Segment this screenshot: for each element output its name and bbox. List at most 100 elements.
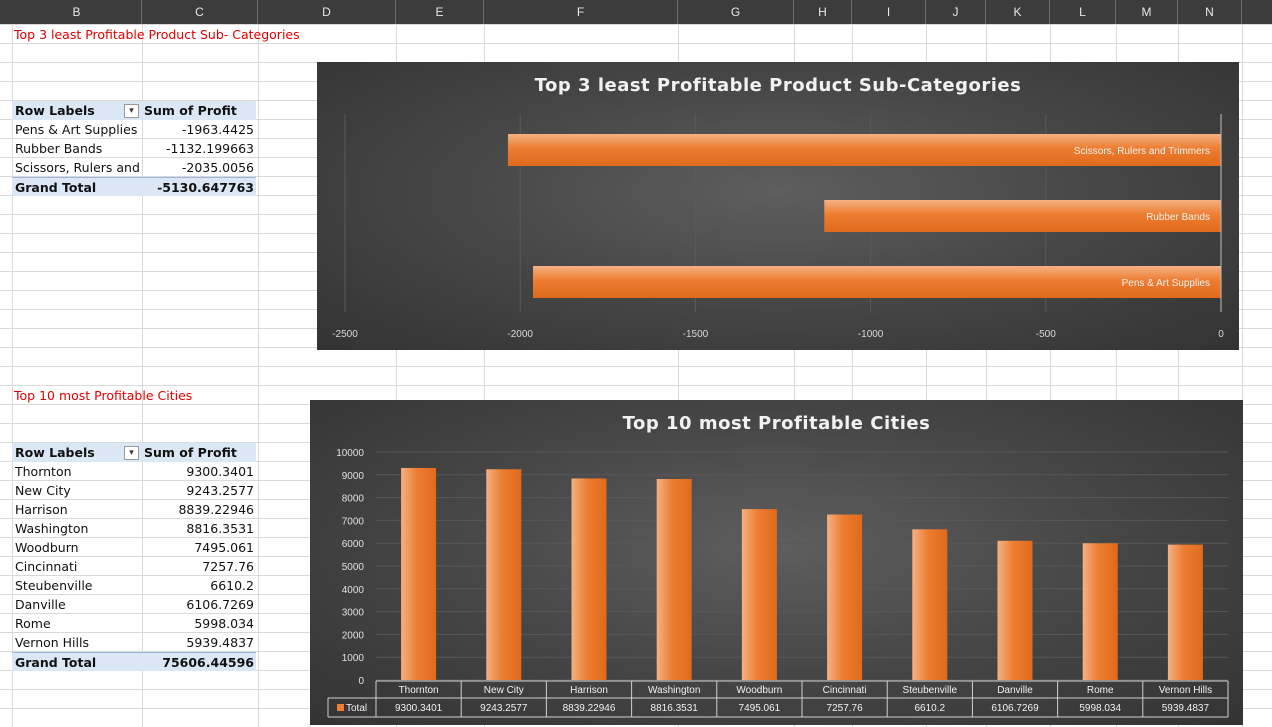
chart2-value-label: 7257.76 bbox=[827, 703, 864, 714]
chart2-bar bbox=[741, 509, 777, 680]
chart2-value-label: 7495.061 bbox=[739, 703, 781, 714]
pivot2-row-label[interactable]: Vernon Hills bbox=[15, 635, 89, 650]
pivot2-row-value[interactable]: 5939.4837 bbox=[186, 635, 254, 650]
chart1-category-label: Rubber Bands bbox=[1146, 212, 1210, 223]
chart2-category-label: Danville bbox=[997, 685, 1033, 696]
column-header-bar: B C D E F G H I J K L M N bbox=[0, 0, 1272, 24]
pivot1-row-label[interactable]: Scissors, Rulers and T bbox=[15, 160, 140, 175]
chart2-tick-label: 9000 bbox=[342, 471, 365, 482]
column-header-g[interactable]: G bbox=[678, 0, 794, 24]
pivot2-row-labels-text: Row Labels bbox=[15, 445, 95, 460]
chart2-bar bbox=[1082, 543, 1118, 680]
chart2-tick-label: 10000 bbox=[336, 448, 364, 459]
pivot2-row-label[interactable]: Rome bbox=[15, 616, 51, 631]
column-header-o[interactable] bbox=[1242, 0, 1272, 24]
pivot1-filter-area: ▾ bbox=[124, 101, 142, 120]
chart1-tick-label: -500 bbox=[1036, 329, 1056, 340]
chart2-value-label: 8816.3531 bbox=[651, 703, 699, 714]
chart2-bar bbox=[997, 540, 1033, 680]
chart2-tick-label: 0 bbox=[358, 676, 364, 687]
pivot1-row-value[interactable]: -2035.0056 bbox=[181, 160, 254, 175]
pivot1-row-label[interactable]: Rubber Bands bbox=[15, 141, 103, 156]
pivot1-row-labels-text: Row Labels bbox=[15, 103, 95, 118]
chart-most-profitable-cities[interactable]: Top 10 most Profitable Cities 0 1000 2000 3… bbox=[310, 400, 1243, 725]
chart2-bar bbox=[401, 467, 437, 680]
pivot2-row-value[interactable]: 9243.2577 bbox=[186, 483, 254, 498]
chart2-category-label: Rome bbox=[1087, 685, 1114, 696]
chart2-value-label: 8839.22946 bbox=[563, 703, 616, 714]
chart2-tick-label: 4000 bbox=[342, 585, 365, 596]
chart1-category-label: Pens & Art Supplies bbox=[1122, 278, 1210, 289]
column-header-k[interactable]: K bbox=[986, 0, 1050, 24]
pivot2-row-value[interactable]: 7257.76 bbox=[202, 559, 254, 574]
column-header-m[interactable]: M bbox=[1116, 0, 1178, 24]
pivot1-sum-header[interactable]: Sum of Profit bbox=[142, 101, 256, 120]
column-header-h[interactable]: H bbox=[794, 0, 852, 24]
chart2-category-label: New City bbox=[484, 685, 524, 696]
pivot1-row-value[interactable]: -1132.199663 bbox=[165, 141, 254, 156]
filter-dropdown-icon[interactable]: ▾ bbox=[124, 103, 139, 118]
pivot1-row-labels-header[interactable]: Row Labels bbox=[12, 101, 142, 120]
pivot1-row-label[interactable]: Pens & Art Supplies bbox=[15, 122, 138, 137]
pivot2-row-value[interactable]: 8816.3531 bbox=[186, 521, 254, 536]
chart2-bar bbox=[912, 529, 948, 680]
column-header-f[interactable]: F bbox=[484, 0, 678, 24]
chart1-bar bbox=[533, 266, 1221, 298]
pivot2-row-value[interactable]: 9300.3401 bbox=[186, 464, 254, 479]
chart1-tick-label: -2500 bbox=[332, 329, 358, 340]
pivot2-row-label[interactable]: Thornton bbox=[15, 464, 72, 479]
pivot2-row-value[interactable]: 7495.061 bbox=[194, 540, 254, 555]
pivot2-grand-total-label[interactable]: Grand Total bbox=[12, 652, 142, 671]
pivot2-row-value[interactable]: 6610.2 bbox=[210, 578, 254, 593]
pivot2-row-value[interactable]: 5998.034 bbox=[194, 616, 254, 631]
chart2-bar bbox=[827, 514, 863, 680]
pivot2-row-value[interactable]: 6106.7269 bbox=[186, 597, 254, 612]
column-header-c[interactable]: C bbox=[142, 0, 258, 24]
chart1-title: Top 3 least Profitable Product Sub-Categ… bbox=[534, 75, 1022, 96]
column-header-b[interactable]: B bbox=[12, 0, 142, 24]
chart1-tick-label: -1000 bbox=[858, 329, 884, 340]
chart1-tick-label: -1500 bbox=[683, 329, 709, 340]
chart2-category-label: Thornton bbox=[399, 685, 439, 696]
pivot2-row-label[interactable]: New City bbox=[15, 483, 71, 498]
column-header-n[interactable]: N bbox=[1178, 0, 1242, 24]
column-header-l[interactable]: L bbox=[1050, 0, 1116, 24]
chart2-tick-label: 7000 bbox=[342, 516, 365, 527]
column-header-d[interactable]: D bbox=[258, 0, 396, 24]
chart2-value-label: 9300.3401 bbox=[395, 703, 443, 714]
pivot2-row-label[interactable]: Harrison bbox=[15, 502, 68, 517]
pivot1-row-value[interactable]: -1963.4425 bbox=[181, 122, 254, 137]
chart1-category-label: Scissors, Rulers and Trimmers bbox=[1074, 146, 1210, 157]
pivot2-row-label[interactable]: Woodburn bbox=[15, 540, 79, 555]
pivot2-filter-area: ▾ bbox=[124, 443, 142, 462]
section2-title: Top 10 most Profitable Cities bbox=[14, 388, 193, 403]
pivot2-row-label[interactable]: Washington bbox=[15, 521, 89, 536]
chart2-tick-label: 5000 bbox=[342, 562, 365, 573]
chart1-plot: -2500 -2000 -1500 -1000 -500 0 Scissors, Ruler… bbox=[332, 114, 1224, 340]
pivot2-row-label[interactable]: Steubenville bbox=[15, 578, 93, 593]
pivot1-grand-total-label[interactable]: Grand Total bbox=[12, 177, 142, 196]
chart2-legend-key bbox=[337, 704, 344, 711]
chart2-category-label: Steubenville bbox=[903, 685, 958, 696]
column-header-i[interactable]: I bbox=[852, 0, 926, 24]
pivot2-row-labels-header[interactable]: Row Labels bbox=[12, 443, 142, 462]
chart2-category-label: Cincinnati bbox=[823, 685, 867, 696]
column-header-e[interactable]: E bbox=[396, 0, 484, 24]
pivot2-row-label[interactable]: Danville bbox=[15, 597, 66, 612]
pivot2-grand-total-value[interactable]: 75606.44596 bbox=[142, 652, 256, 671]
pivot2-sum-header[interactable]: Sum of Profit bbox=[142, 443, 256, 462]
pivot2-row-value[interactable]: 8839.22946 bbox=[178, 502, 254, 517]
chart2-bar bbox=[656, 478, 692, 680]
chart2-tick-label: 2000 bbox=[342, 630, 365, 641]
chart-least-profitable-subcategories[interactable]: Top 3 least Profitable Product Sub-Categ… bbox=[317, 62, 1239, 350]
chart2-title: Top 10 most Profitable Cities bbox=[622, 413, 931, 434]
section1-title: Top 3 least Profitable Product Sub- Cate… bbox=[14, 27, 300, 42]
chart2-value-label: 6610.2 bbox=[915, 703, 946, 714]
pivot1-grand-total-value[interactable]: -5130.647763 bbox=[142, 177, 256, 196]
chart2-bar bbox=[571, 478, 607, 680]
column-header-j[interactable]: J bbox=[926, 0, 986, 24]
sort-filter-dropdown-icon[interactable]: ▾ bbox=[124, 445, 139, 460]
chart2-value-label: 6106.7269 bbox=[991, 703, 1039, 714]
chart2-bar bbox=[1167, 544, 1203, 680]
pivot2-row-label[interactable]: Cincinnati bbox=[15, 559, 78, 574]
